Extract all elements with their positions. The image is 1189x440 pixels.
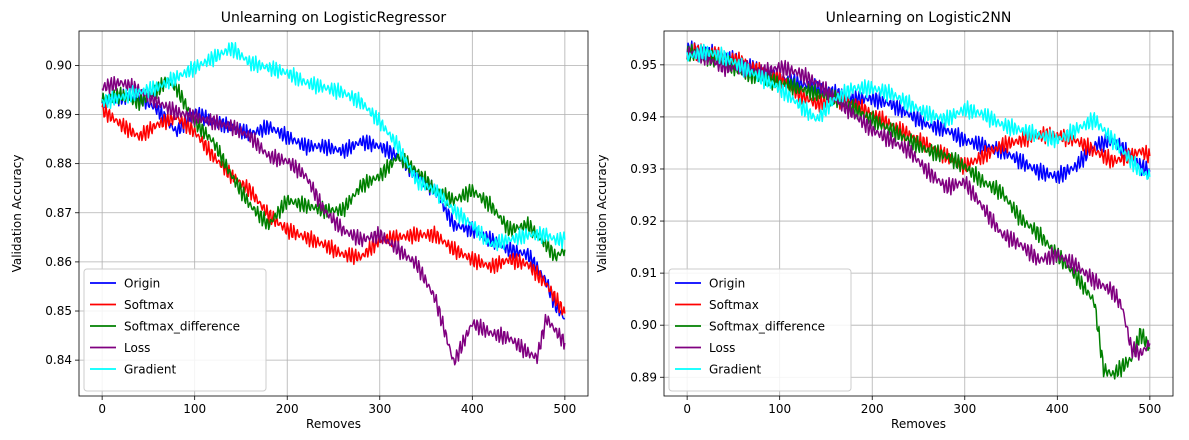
- x-tick-label: 500: [1138, 402, 1161, 416]
- y-tick-label: 0.85: [45, 304, 72, 318]
- legend-label: Softmax: [709, 298, 759, 312]
- legend-item: Softmax: [675, 298, 759, 312]
- series-line-loss: [686, 46, 1151, 361]
- legend-item: Loss: [675, 341, 735, 355]
- legend-label: Origin: [124, 277, 160, 291]
- legend-item: Origin: [675, 277, 745, 291]
- x-tick-label: 100: [183, 402, 206, 416]
- chart-panel-2: 0 100 200 300 400 500 0.89 0.90 0.91 0.92 0.93 0.94…: [595, 10, 1174, 431]
- legend: Origin Softmax Softmax_difference Loss Gradi…: [83, 268, 267, 392]
- plot-frame: [78, 30, 589, 397]
- legend-label: Softmax_difference: [709, 320, 825, 334]
- legend-label: Loss: [709, 341, 735, 355]
- chart-panel-1: 0 100 200 300 400 500 0.84 0.85 0.86 0.87 0.88 0.89…: [10, 10, 589, 431]
- legend-label: Softmax: [124, 298, 174, 312]
- series-line-gradient: [686, 43, 1151, 180]
- y-tick-label: 0.90: [45, 58, 72, 72]
- y-tick-label: 0.95: [630, 58, 657, 72]
- legend-box: [83, 268, 267, 392]
- legend: Origin Softmax Softmax_difference Loss Gradi…: [668, 268, 852, 392]
- x-tick-label: 100: [768, 402, 791, 416]
- chart-title: Unlearning on LogisticRegressor: [221, 10, 447, 26]
- series-line-gradient: [101, 41, 566, 252]
- legend-item: Loss: [90, 341, 150, 355]
- x-tick-label: 0: [683, 402, 691, 416]
- plot-frame: [663, 30, 1174, 397]
- legend-label: Gradient: [124, 363, 177, 377]
- chart-title: Unlearning on Logistic2NN: [826, 10, 1012, 26]
- y-tick-label: 0.88: [45, 157, 72, 171]
- y-tick-label: 0.91: [630, 266, 657, 280]
- y-ticks: 0.84 0.85 0.86 0.87 0.88 0.89 0.90: [45, 58, 79, 367]
- y-tick-label: 0.89: [630, 370, 657, 384]
- legend-label: Origin: [709, 277, 745, 291]
- x-axis-label: Removes: [891, 417, 946, 431]
- x-tick-label: 200: [276, 402, 299, 416]
- x-axis-label: Removes: [306, 417, 361, 431]
- series-line-softmax-difference: [686, 43, 1151, 380]
- y-tick-label: 0.93: [630, 162, 657, 176]
- series-line-softmax-difference: [101, 76, 566, 262]
- legend-item: Softmax: [90, 298, 174, 312]
- legend-item: Origin: [90, 277, 160, 291]
- x-ticks: 0 100 200 300 400 500: [98, 396, 576, 416]
- y-tick-label: 0.94: [630, 110, 657, 124]
- x-tick-label: 400: [1046, 402, 1069, 416]
- legend-label: Loss: [124, 341, 150, 355]
- series-line-loss: [101, 75, 566, 366]
- y-tick-label: 0.92: [630, 214, 657, 228]
- legend-label: Softmax_difference: [124, 320, 240, 334]
- legend-item: Softmax_difference: [90, 320, 240, 334]
- x-tick-label: 200: [861, 402, 884, 416]
- y-axis-label: Validation Accuracy: [10, 155, 24, 273]
- series-line-softmax: [101, 102, 566, 316]
- legend-item: Gradient: [90, 363, 177, 377]
- series-lines: [686, 40, 1151, 380]
- y-ticks: 0.89 0.90 0.91 0.92 0.93 0.94 0.95: [630, 58, 664, 384]
- legend-item: Softmax_difference: [675, 320, 825, 334]
- grid: [664, 31, 1173, 396]
- y-tick-label: 0.86: [45, 255, 72, 269]
- legend-label: Gradient: [709, 363, 762, 377]
- legend-item: Gradient: [675, 363, 762, 377]
- x-tick-label: 500: [553, 402, 576, 416]
- x-tick-label: 400: [461, 402, 484, 416]
- x-tick-label: 300: [368, 402, 391, 416]
- y-tick-label: 0.87: [45, 206, 72, 220]
- x-tick-label: 300: [953, 402, 976, 416]
- y-tick-label: 0.84: [45, 353, 72, 367]
- series-lines: [101, 41, 566, 366]
- x-ticks: 0 100 200 300 400 500: [683, 396, 1161, 416]
- y-axis-label: Validation Accuracy: [595, 155, 609, 273]
- y-tick-label: 0.89: [45, 108, 72, 122]
- x-tick-label: 0: [98, 402, 106, 416]
- y-tick-label: 0.90: [630, 318, 657, 332]
- legend-box: [668, 268, 852, 392]
